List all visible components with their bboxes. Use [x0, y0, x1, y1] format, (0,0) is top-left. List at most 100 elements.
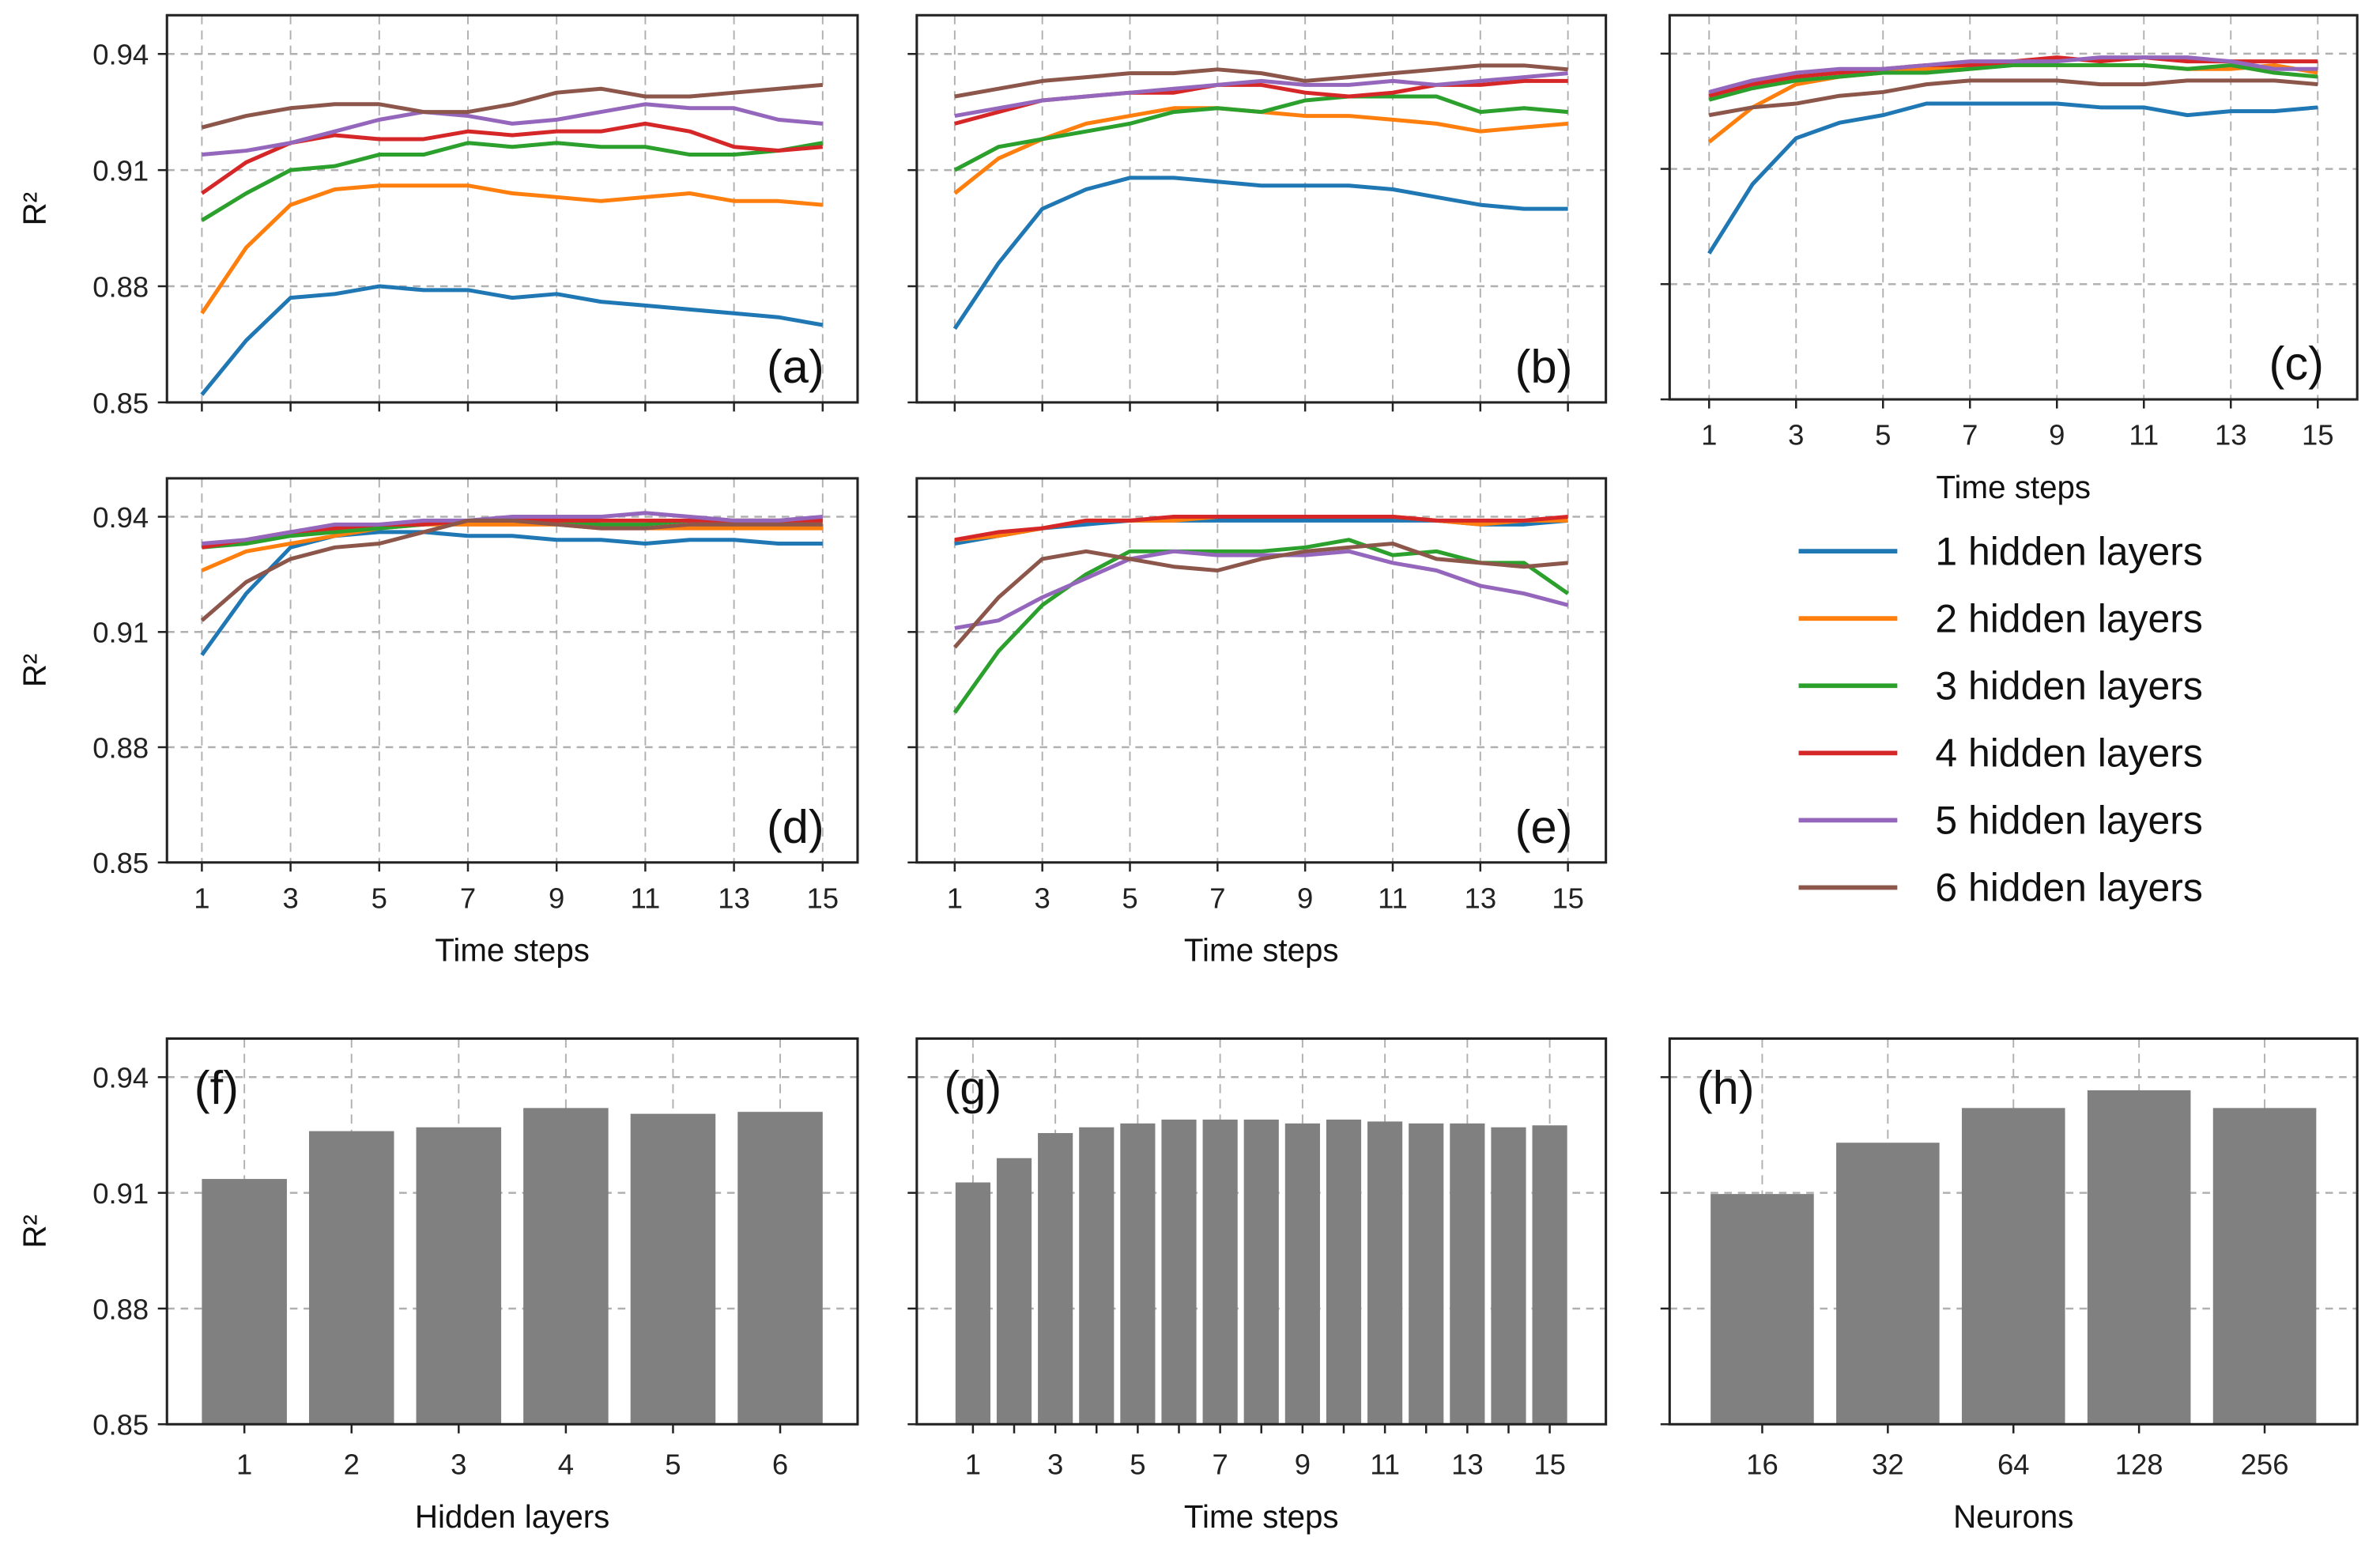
y-tick-label: 0.91	[92, 155, 149, 187]
x-tick-label: 1	[194, 882, 209, 914]
x-tick-label: 7	[460, 882, 476, 914]
y-axis-label: R²	[17, 192, 53, 226]
x-tick-label: 15	[807, 882, 839, 914]
y-tick-label: 0.88	[92, 731, 149, 764]
x-tick-label: 3	[451, 1449, 466, 1481]
panel-label: (c)	[2269, 337, 2324, 390]
x-tick-label: 1	[965, 1449, 981, 1481]
series-line-5-hidden-layers	[1708, 55, 2318, 94]
x-axis-label: Time steps	[435, 932, 590, 969]
series-line-4-hidden-layers	[954, 78, 1568, 126]
y-tick-label: 0.94	[92, 39, 149, 71]
bar-64	[1961, 1108, 2065, 1425]
series-line-4-hidden-layers	[200, 121, 824, 195]
bar-32	[1836, 1143, 1940, 1425]
x-tick-label: 1	[1701, 419, 1717, 451]
x-tick-label: 9	[549, 882, 564, 914]
axes-frame	[1668, 1037, 2359, 1426]
x-tick-label: 15	[2302, 419, 2334, 451]
panel-a: 0.85 0.88 0.91 0.94 (a) R²	[17, 13, 859, 419]
series-line-6-hidden-layers	[952, 542, 1568, 649]
series-line-2-hidden-layers	[953, 106, 1568, 195]
y-tick-label: 0.85	[92, 1409, 149, 1441]
panel-label: (g)	[944, 1061, 1001, 1114]
x-tick-label: 15	[1552, 882, 1584, 914]
axes-frame	[915, 1037, 1608, 1426]
legend-entry: 6 hidden layers	[1935, 866, 2202, 910]
x-axis-label: Neurons	[1953, 1498, 2073, 1535]
panel-e: 1 3 5 7 9 11 13 15(e)Time steps	[907, 477, 1608, 969]
x-tick-label: 7	[1212, 1449, 1228, 1481]
series-line-3-hidden-layers	[953, 94, 1568, 172]
series-line-5-hidden-layers	[202, 102, 824, 157]
legend-entry: 1 hidden layers	[1935, 529, 2202, 573]
x-tick-label: 5	[1130, 1449, 1145, 1481]
bar-3	[416, 1127, 502, 1425]
x-tick-label: 64	[1997, 1449, 2030, 1481]
bar-16	[1711, 1194, 1814, 1425]
bar-5	[630, 1113, 716, 1425]
legend-entry: 3 hidden layers	[1935, 664, 2202, 708]
bar-13	[1450, 1123, 1485, 1425]
panel-h: 16 32 64 128 256 (h) Neurons	[1660, 1037, 2359, 1535]
x-axis-label: Time steps	[1184, 1498, 1339, 1535]
x-tick-label: 5	[372, 882, 387, 914]
x-tick-label: 7	[1209, 882, 1225, 914]
x-tick-label: 11	[630, 882, 660, 914]
series-line-3-hidden-layers	[952, 538, 1570, 714]
series-line-1-hidden-layers	[1707, 101, 2318, 255]
bar-128	[2087, 1090, 2191, 1425]
x-tick-label: 9	[1295, 1449, 1311, 1481]
panel-g: 1 3 5 7 9 11 13 15(g)Time steps	[907, 1037, 1608, 1535]
bar-6	[737, 1112, 823, 1425]
bar-8	[1243, 1119, 1279, 1425]
series-line-2-hidden-layers	[201, 522, 823, 572]
x-tick-label: 11	[1370, 1449, 1400, 1481]
x-tick-label: 6	[772, 1449, 788, 1481]
x-tick-label: 5	[1875, 419, 1891, 451]
bar-4	[1079, 1127, 1115, 1425]
x-tick-label: 3	[1035, 882, 1050, 914]
x-tick-label: 3	[1788, 419, 1804, 451]
series-line-1-hidden-layers	[952, 176, 1568, 331]
x-tick-label: 9	[2049, 419, 2065, 451]
x-tick-label: 1	[236, 1449, 252, 1481]
bar-2	[996, 1158, 1032, 1425]
x-tick-label: 13	[2215, 419, 2247, 451]
series-line-6-hidden-layers	[200, 518, 823, 622]
y-tick-label: 0.85	[92, 847, 149, 879]
axes-frame	[915, 477, 1608, 864]
bar-10	[1326, 1119, 1362, 1425]
panel-label: (e)	[1515, 800, 1573, 853]
series-line-4-hidden-layers	[954, 515, 1568, 542]
bar-4	[523, 1108, 609, 1425]
axes-frame	[165, 1037, 859, 1426]
bar-15	[1532, 1125, 1567, 1425]
series-line-3-hidden-layers	[1708, 62, 2318, 102]
series-line-2-hidden-layers	[200, 183, 824, 315]
bar-2	[308, 1131, 394, 1425]
series-line-6-hidden-layers	[201, 82, 824, 130]
bar-7	[1202, 1119, 1238, 1425]
legend-entry: 2 hidden layers	[1935, 596, 2202, 640]
legend-entry: 5 hidden layers	[1935, 799, 2202, 843]
series-line-6-hidden-layers	[1708, 78, 2318, 118]
x-tick-label: 9	[1297, 882, 1313, 914]
series-line-1-hidden-layers	[200, 284, 824, 396]
x-tick-label: 1	[947, 882, 963, 914]
series-line-3-hidden-layers	[201, 141, 824, 222]
x-tick-label: 11	[2129, 419, 2159, 451]
legend-entry: 4 hidden layers	[1935, 731, 2202, 776]
bar-1	[955, 1182, 990, 1425]
legend: 1 hidden layers 2 hidden layers 3 hidden l…	[1798, 529, 2203, 910]
y-tick-label: 0.88	[92, 1293, 149, 1325]
x-tick-label: 128	[2115, 1449, 2163, 1481]
bar-12	[1409, 1123, 1444, 1425]
panel-f: 0.85 0.88 0.91 0.94 1 2 3 4 5 6 (f) R² Hidden layers	[17, 1037, 859, 1535]
x-tick-label: 15	[1533, 1449, 1566, 1481]
x-tick-label: 13	[1465, 882, 1497, 914]
bar-6	[1161, 1119, 1197, 1425]
y-tick-label: 0.91	[92, 617, 149, 649]
